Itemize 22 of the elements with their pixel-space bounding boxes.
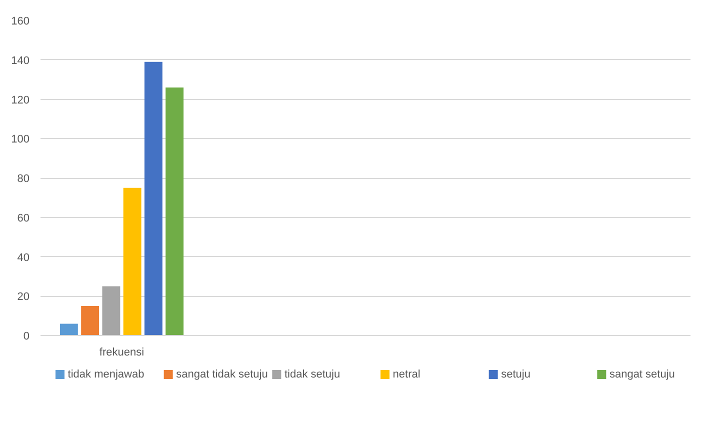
x-tick-label: frekuensi bbox=[99, 346, 144, 358]
y-tick-label: 120 bbox=[11, 94, 30, 106]
legend-label: tidak setuju bbox=[284, 368, 340, 380]
y-tick-label: 160 bbox=[11, 16, 30, 28]
bar bbox=[144, 62, 162, 336]
y-tick-label: 80 bbox=[17, 173, 30, 185]
bar bbox=[102, 286, 120, 336]
bar bbox=[166, 87, 184, 336]
legend-label: sangat setuju bbox=[609, 368, 675, 380]
legend-label: setuju bbox=[501, 368, 530, 380]
y-tick-label: 0 bbox=[23, 330, 30, 342]
bar bbox=[60, 324, 78, 336]
y-tick-label: 20 bbox=[17, 291, 30, 304]
bar bbox=[81, 306, 100, 336]
y-tick-label: 40 bbox=[17, 252, 30, 264]
legend-label: sangat tidak setuju bbox=[176, 368, 268, 380]
legend-label: tidak menjawab bbox=[68, 368, 144, 380]
y-tick-label: 140 bbox=[11, 54, 30, 67]
y-tick-label: 100 bbox=[11, 134, 30, 146]
legend-label: netral bbox=[392, 368, 420, 380]
bar bbox=[123, 188, 142, 336]
y-tick-label: 60 bbox=[17, 212, 30, 224]
